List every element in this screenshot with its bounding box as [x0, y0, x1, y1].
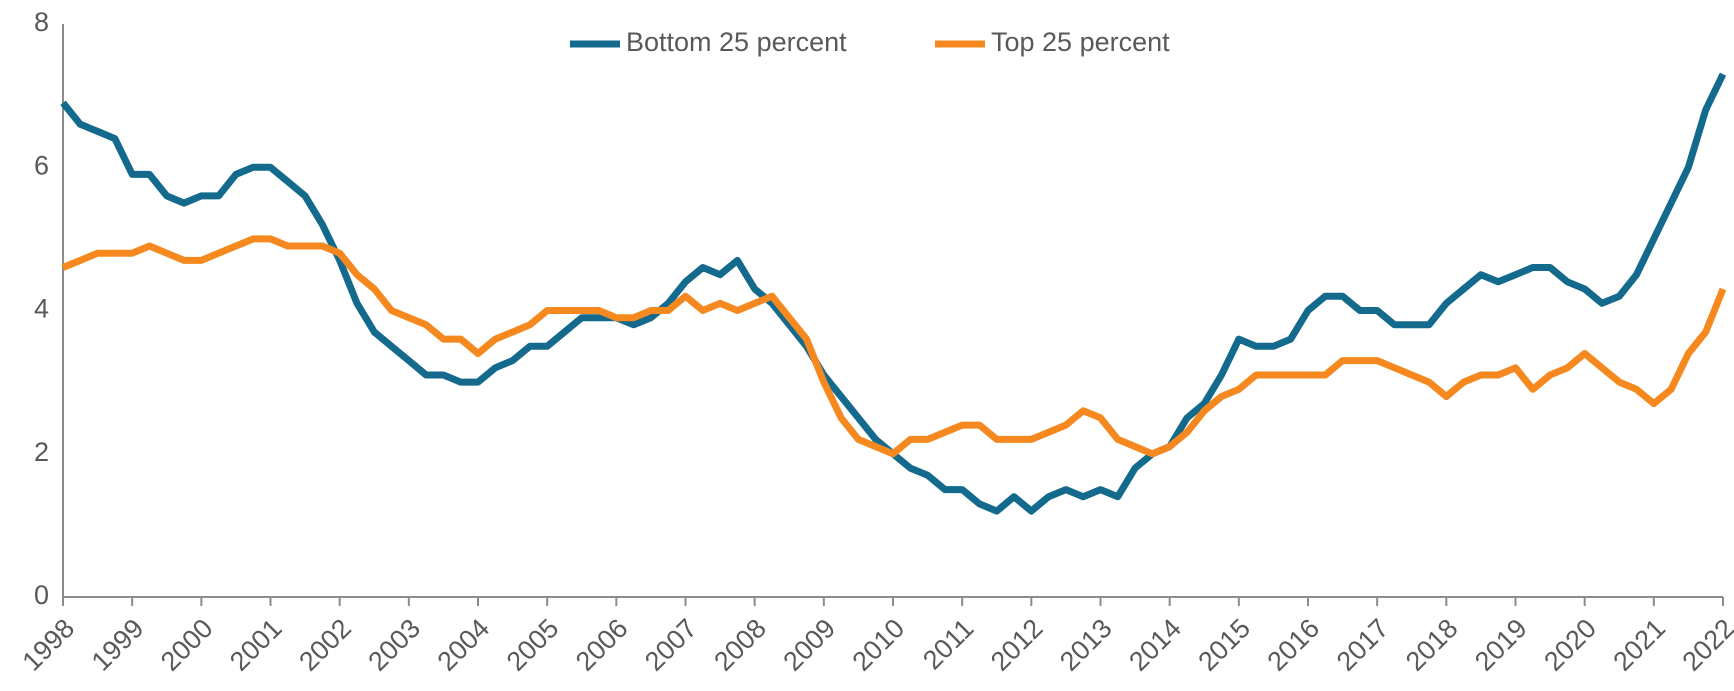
x-tick-label: 2006 [570, 613, 634, 677]
x-tick-label: 2003 [362, 613, 426, 677]
x-tick-label: 2011 [917, 613, 979, 675]
x-tick-label: 2005 [501, 613, 565, 677]
x-tick-label: 2002 [293, 613, 357, 677]
x-tick-label: 2021 [1607, 613, 1671, 677]
y-tick-label: 2 [34, 437, 49, 467]
x-tick-label: 2017 [1331, 613, 1395, 677]
y-tick-label: 8 [34, 7, 49, 37]
x-tick-label: 2012 [985, 613, 1049, 677]
x-tick-label: 2020 [1538, 613, 1602, 677]
y-tick-label: 6 [34, 150, 49, 180]
x-tick-label: 2008 [708, 613, 772, 677]
x-tick-label: 2001 [224, 613, 288, 677]
x-tick-label: 2004 [432, 613, 496, 677]
x-tick-label: 2022 [1677, 613, 1734, 677]
x-tick-label: 1998 [17, 613, 81, 677]
x-tick-label: 2009 [777, 613, 841, 677]
x-tick-label: 2000 [155, 613, 219, 677]
x-tick-label: 2014 [1123, 613, 1187, 677]
x-tick-label: 2010 [847, 613, 911, 677]
legend-label: Bottom 25 percent [626, 27, 847, 57]
series-line [60, 72, 1727, 515]
y-tick-label: 0 [34, 580, 49, 610]
x-tick-label: 2013 [1054, 613, 1118, 677]
x-tick-label: 2016 [1262, 613, 1326, 677]
x-tick-label: 1999 [86, 613, 150, 677]
legend-label: Top 25 percent [991, 27, 1170, 57]
x-tick-label: 2007 [639, 613, 703, 677]
x-tick-label: 2015 [1192, 613, 1256, 677]
x-tick-label: 2019 [1469, 613, 1533, 677]
y-tick-label: 4 [34, 294, 49, 324]
x-tick-label: 2018 [1400, 613, 1464, 677]
series-line [61, 235, 1727, 458]
